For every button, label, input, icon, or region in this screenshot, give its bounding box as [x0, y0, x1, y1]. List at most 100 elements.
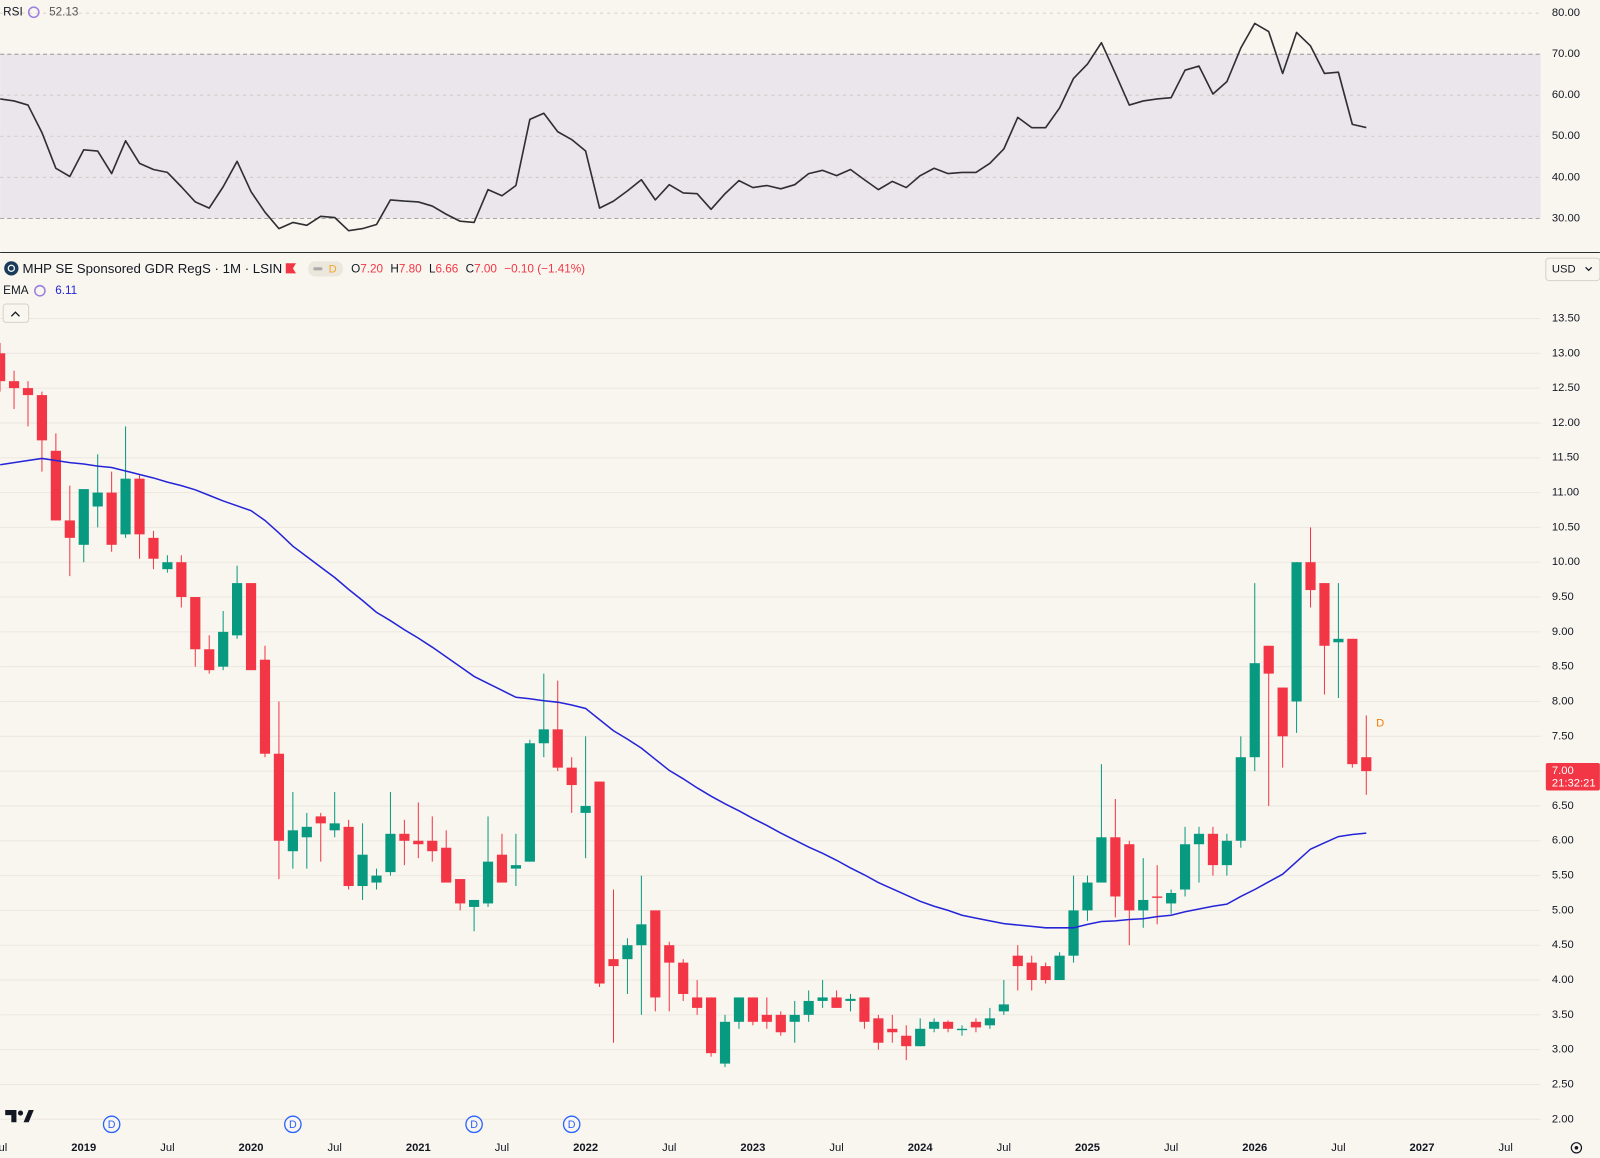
candle-body	[901, 1035, 912, 1047]
ema-name: EMA	[3, 284, 29, 297]
last-price-badge	[1545, 762, 1600, 791]
candle-body	[8, 381, 20, 389]
candle-body	[232, 583, 243, 636]
settings-ring[interactable]	[1570, 1142, 1583, 1154]
candle-body	[357, 854, 368, 887]
ohlc-key: O	[351, 262, 360, 275]
y-tick-label: 80.00	[1552, 7, 1580, 19]
y-tick-label: 5.00	[1552, 904, 1574, 916]
x-tick-label: 2020	[239, 1142, 264, 1154]
y-tick-label: 12.00	[1552, 417, 1580, 429]
candle-body	[1040, 966, 1051, 981]
rsi-line	[0, 22, 1367, 232]
x-tick-label: 2024	[908, 1142, 934, 1154]
logo	[5, 1110, 34, 1123]
candle-body	[50, 450, 61, 521]
rsi-name: RSI	[3, 5, 23, 18]
candle-body	[789, 1014, 800, 1022]
y-tick-label: 60.00	[1552, 89, 1580, 101]
candle-body	[1110, 837, 1121, 897]
y-tick-label: 8.50	[1552, 661, 1574, 673]
candle-body	[1207, 833, 1219, 866]
settings-icon[interactable]	[1570, 1142, 1583, 1154]
candle-body	[845, 998, 856, 1001]
y-tick-label: 13.00	[1552, 347, 1580, 359]
candle-body	[496, 854, 508, 883]
x-tick-label: Jul	[997, 1142, 1011, 1154]
y-tick-label: 8.00	[1552, 695, 1574, 707]
event-label: D	[108, 1119, 116, 1131]
candle-body	[524, 743, 535, 862]
candle-body	[371, 875, 382, 883]
candle-body	[64, 520, 75, 538]
candle-body	[733, 997, 745, 1022]
event-marker	[465, 1115, 483, 1134]
y-tick-label: 9.00	[1552, 626, 1574, 638]
candle-body	[92, 492, 103, 507]
flag-icon	[285, 263, 296, 274]
candle-body	[162, 562, 173, 570]
candle-body	[1291, 562, 1302, 702]
candle-body	[36, 395, 48, 441]
y-tick-label: 12.50	[1552, 382, 1580, 394]
candle-body	[1166, 892, 1177, 904]
x-tick-label: 2025	[1075, 1142, 1100, 1154]
currency[interactable]: USD	[1552, 263, 1576, 275]
candle-body	[608, 959, 619, 967]
candle-body	[956, 1028, 968, 1031]
x-tick-label: Jul	[160, 1142, 174, 1154]
candle-body	[747, 997, 759, 1022]
candle-body	[1193, 833, 1205, 845]
candle-body	[385, 833, 396, 873]
x-tick-label: Jul	[495, 1142, 509, 1154]
candle-body	[120, 478, 131, 535]
currency-button[interactable]: USD	[1545, 257, 1600, 282]
candle-body	[273, 753, 285, 841]
candle-body	[859, 997, 870, 1022]
candle-body	[1263, 645, 1274, 674]
x-tick-label: Jul	[0, 1142, 7, 1154]
candle-body	[315, 816, 326, 824]
indicator-icon	[27, 6, 40, 19]
candle-body	[343, 826, 354, 887]
next-event-label: D	[1376, 717, 1384, 729]
event-marker	[102, 1115, 121, 1134]
currency-chevron[interactable]	[1585, 266, 1593, 272]
y-tick-label: 50.00	[1552, 130, 1580, 142]
y-tick-label: 4.00	[1552, 974, 1574, 986]
candle-body	[705, 997, 717, 1054]
y-tick-label: 9.50	[1552, 591, 1574, 603]
candle-body	[719, 1021, 731, 1064]
y-tick-label: 6.00	[1552, 835, 1574, 847]
candle-body	[427, 840, 438, 852]
candle-body	[1082, 882, 1093, 911]
collapse-chevron[interactable]	[10, 311, 20, 317]
event-marker	[562, 1115, 581, 1134]
candle-body	[1333, 638, 1344, 643]
candle-body	[176, 562, 187, 598]
x-tick-label: Jul	[662, 1142, 676, 1154]
y-tick-label: 40.00	[1552, 171, 1580, 183]
candle-body	[678, 962, 689, 994]
x-tick-label: 2026	[1242, 1142, 1267, 1154]
candle-body	[1179, 844, 1191, 890]
candle-body	[580, 805, 591, 813]
candle-body	[636, 924, 647, 946]
candle-body	[259, 659, 271, 754]
candle-body	[622, 945, 633, 960]
y-tick-label: 5.50	[1552, 870, 1574, 882]
candle-body	[1138, 899, 1149, 911]
candle-body	[1347, 638, 1358, 765]
settings-dot[interactable]	[1574, 1145, 1579, 1150]
candle-body	[413, 840, 424, 845]
ema-line	[0, 457, 1367, 929]
logo-part	[23, 1110, 34, 1123]
ohlc-key: H	[390, 262, 398, 275]
x-tick-label: Jul	[829, 1142, 843, 1154]
candle-body	[1235, 757, 1246, 841]
collapse-button[interactable]	[2, 303, 30, 323]
x-tick-label: 2021	[406, 1142, 431, 1154]
y-tick-label: 10.00	[1552, 556, 1580, 568]
x-tick-label: Jul	[328, 1142, 342, 1154]
